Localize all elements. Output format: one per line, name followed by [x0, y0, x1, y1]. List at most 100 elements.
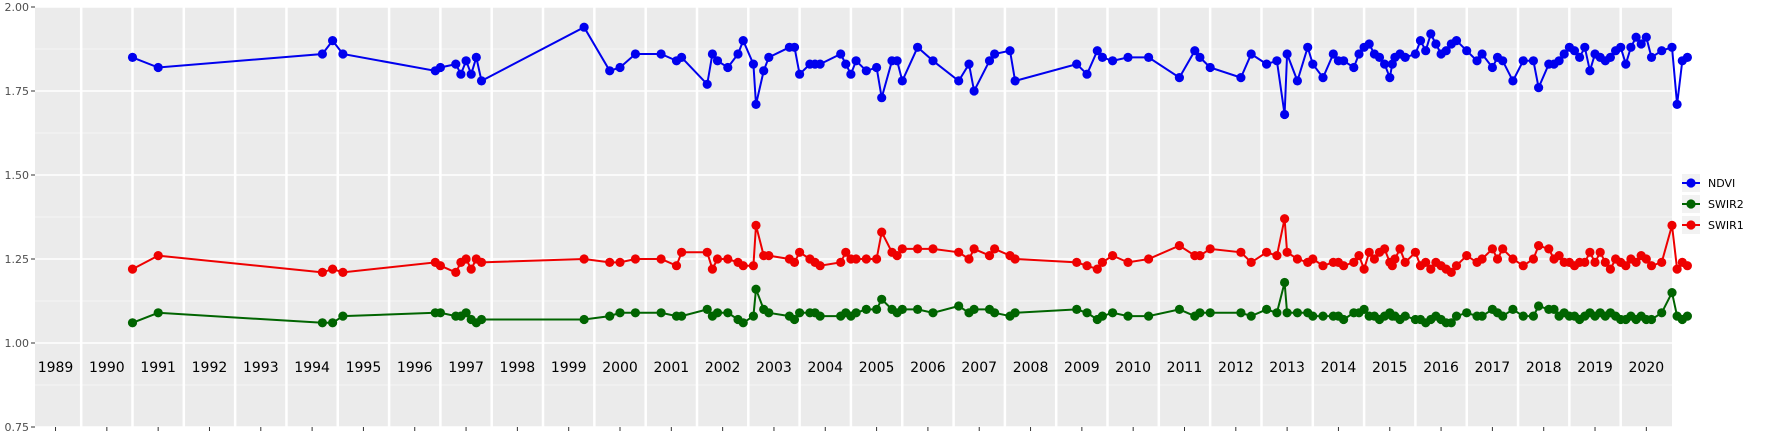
- year-label: 1993: [243, 360, 279, 376]
- data-point: [733, 49, 743, 59]
- data-point: [1682, 311, 1692, 321]
- data-point: [990, 308, 1000, 318]
- year-label: 1999: [551, 360, 587, 376]
- data-point: [836, 49, 846, 59]
- data-point: [153, 251, 163, 261]
- data-point: [1534, 241, 1544, 251]
- data-point: [954, 247, 964, 257]
- data-point: [1498, 244, 1508, 254]
- data-point: [579, 254, 589, 264]
- data-point: [1641, 32, 1651, 42]
- data-point: [1462, 308, 1472, 318]
- data-point: [1246, 49, 1256, 59]
- data-point: [435, 62, 445, 73]
- data-point: [707, 264, 718, 274]
- data-point: [1549, 304, 1559, 314]
- data-point: [1280, 109, 1290, 120]
- data-point: [1308, 59, 1318, 69]
- data-point: [1667, 220, 1677, 230]
- data-point: [1508, 304, 1518, 314]
- data-point: [1262, 304, 1272, 314]
- year-label: 2010: [1115, 360, 1151, 376]
- year-label: 2002: [705, 360, 741, 376]
- data-point: [1621, 59, 1631, 69]
- data-point: [913, 42, 923, 52]
- data-point: [1292, 308, 1302, 318]
- data-point: [964, 254, 974, 264]
- data-point: [1477, 254, 1487, 264]
- data-point: [1518, 261, 1528, 271]
- data-point: [1303, 42, 1313, 52]
- data-point: [1349, 62, 1359, 73]
- data-point: [435, 261, 445, 271]
- data-point: [1400, 257, 1410, 267]
- data-point: [328, 36, 338, 46]
- data-point: [1195, 251, 1205, 261]
- data-point: [127, 318, 138, 328]
- data-point: [815, 261, 825, 271]
- year-label: 2018: [1526, 360, 1562, 376]
- year-label: 1991: [140, 360, 176, 376]
- legend-item-swir2: SWIR2: [1682, 195, 1744, 213]
- data-point: [1097, 52, 1107, 63]
- data-point: [1380, 244, 1390, 254]
- year-label: 2005: [859, 360, 895, 376]
- year-label: 1992: [192, 360, 228, 376]
- data-point: [897, 304, 907, 314]
- data-point: [897, 76, 907, 86]
- data-point: [1528, 56, 1538, 66]
- data-point: [630, 308, 641, 318]
- data-point: [1272, 251, 1282, 261]
- data-point: [1646, 261, 1657, 271]
- data-point: [1369, 254, 1379, 264]
- data-point: [1108, 308, 1118, 318]
- data-point: [1339, 261, 1349, 271]
- data-point: [1292, 254, 1302, 264]
- data-point: [969, 304, 979, 314]
- legend-key-point: [1686, 199, 1696, 209]
- y-tick-label: 1.00: [5, 337, 30, 350]
- data-point: [1672, 264, 1682, 274]
- data-point: [1144, 311, 1154, 321]
- data-point: [153, 308, 163, 318]
- data-point: [1108, 251, 1118, 261]
- data-point: [1580, 42, 1590, 52]
- data-point: [1518, 311, 1528, 321]
- data-point: [1308, 254, 1318, 264]
- data-point: [759, 66, 769, 76]
- data-point: [1282, 247, 1292, 257]
- data-point: [1174, 304, 1184, 314]
- data-point: [1605, 264, 1615, 274]
- data-point: [984, 251, 995, 261]
- data-point: [969, 86, 979, 96]
- data-point: [1446, 267, 1456, 277]
- data-point: [1508, 76, 1518, 86]
- data-point: [677, 311, 687, 321]
- data-point: [1092, 264, 1102, 274]
- data-point: [723, 62, 733, 73]
- data-point: [1528, 254, 1538, 264]
- year-label: 2016: [1423, 360, 1459, 376]
- legend-item-ndvi: NDVI: [1682, 174, 1735, 192]
- y-tick-label: 2.00: [5, 1, 30, 14]
- data-point: [1631, 32, 1641, 42]
- data-point: [928, 244, 938, 254]
- data-point: [1190, 46, 1200, 56]
- data-point: [1569, 46, 1580, 56]
- year-label: 1996: [397, 360, 433, 376]
- data-point: [1605, 52, 1615, 63]
- data-point: [712, 308, 723, 318]
- data-point: [969, 244, 979, 254]
- data-point: [1657, 46, 1667, 56]
- data-point: [605, 311, 615, 321]
- data-point: [1492, 254, 1503, 264]
- year-label: 2013: [1269, 360, 1305, 376]
- data-point: [656, 49, 666, 59]
- data-point: [1010, 254, 1020, 264]
- legend-label: SWIR1: [1708, 219, 1744, 232]
- data-point: [1374, 52, 1385, 63]
- data-point: [1421, 257, 1431, 267]
- data-point: [656, 254, 666, 264]
- data-point: [1400, 52, 1410, 63]
